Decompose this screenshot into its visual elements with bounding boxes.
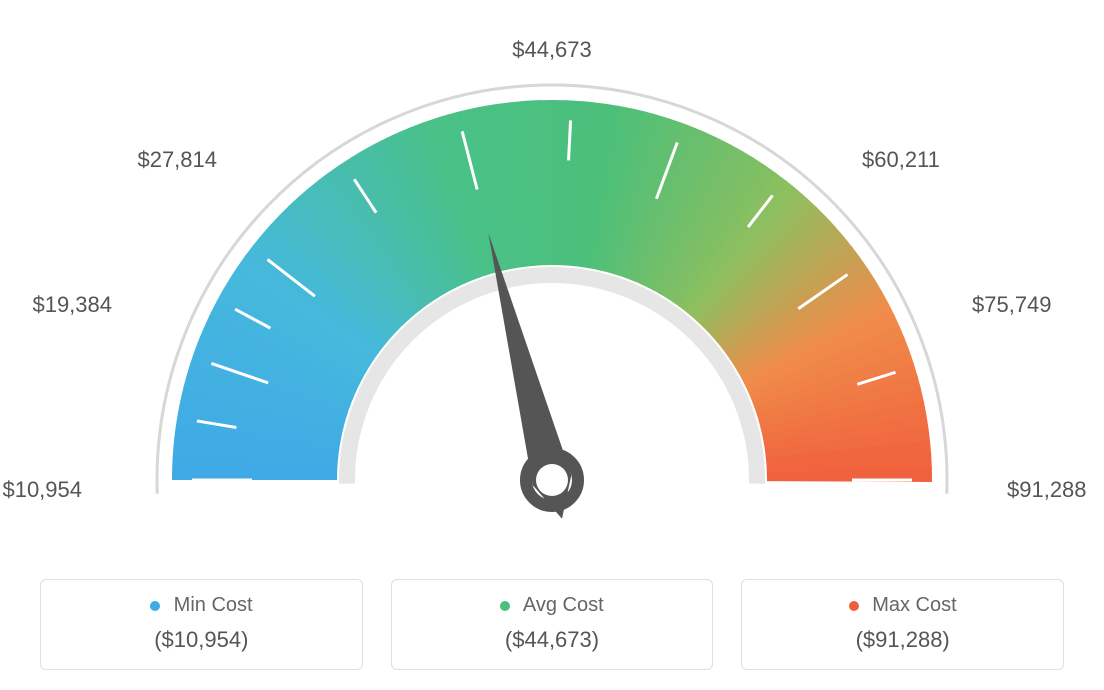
- gauge-tick-label: $75,749: [972, 292, 1052, 318]
- dot-icon: [150, 601, 160, 611]
- legend-max-label: Max Cost: [872, 594, 956, 616]
- legend-avg: Avg Cost ($44,673): [391, 579, 714, 670]
- gauge-chart: $10,954 $19,384 $27,814 $44,673 $60,211 $75,7…: [0, 0, 1104, 560]
- dot-icon: [849, 601, 859, 611]
- legend-avg-title: Avg Cost: [402, 594, 703, 617]
- legend-avg-label: Avg Cost: [523, 594, 604, 616]
- legend-row: Min Cost ($10,954) Avg Cost ($44,673) Ma…: [40, 579, 1064, 670]
- gauge-svg: [0, 0, 1104, 560]
- legend-avg-value: ($44,673): [402, 627, 703, 653]
- legend-min-title: Min Cost: [51, 594, 352, 617]
- gauge-tick-label: $27,814: [137, 147, 217, 173]
- gauge-tick-label: $91,288: [1007, 477, 1087, 503]
- legend-min-label: Min Cost: [174, 594, 253, 616]
- legend-max: Max Cost ($91,288): [741, 579, 1064, 670]
- legend-min-value: ($10,954): [51, 627, 352, 653]
- legend-max-value: ($91,288): [752, 627, 1053, 653]
- gauge-tick-label: $44,673: [512, 37, 592, 63]
- gauge-tick-label: $19,384: [32, 292, 112, 318]
- legend-max-title: Max Cost: [752, 594, 1053, 617]
- gauge-tick-label: $10,954: [2, 477, 82, 503]
- dot-icon: [500, 601, 510, 611]
- legend-min: Min Cost ($10,954): [40, 579, 363, 670]
- gauge-tick-label: $60,211: [862, 147, 940, 173]
